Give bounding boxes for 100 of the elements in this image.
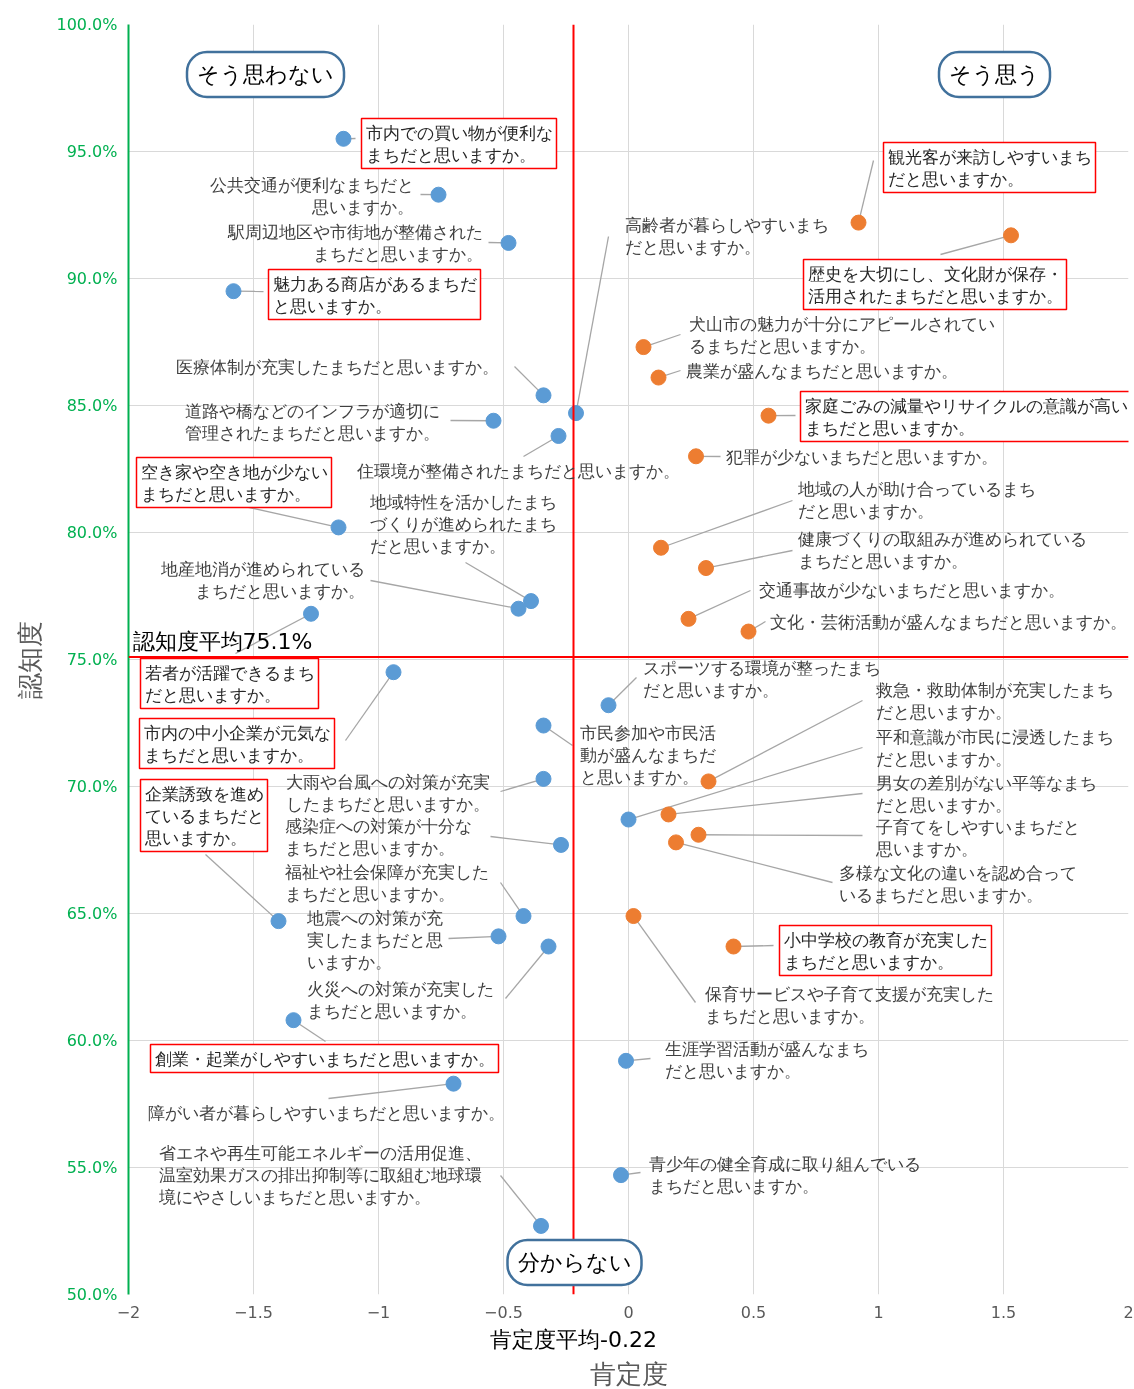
y-tick-label: 100.0% [56,15,118,34]
annotation: 医療体制が充実したまちだと思いますか。 [175,356,499,377]
x-tick-label: −2 [116,1302,141,1322]
point [533,1217,549,1234]
annotation: 感染症への対策が十分なまちだと思いますか。 [284,815,472,858]
point [650,369,667,386]
x-tick-label: 1.5 [990,1302,1017,1322]
point [550,427,567,444]
annotation: そう思わない [197,62,334,87]
annotation: 子育てをしやすいまちだと思いますか。 [874,816,1080,859]
annotation: 道路や橋などのインフラが適切に管理されたまちだと思いますか。 [184,400,440,443]
y-axis-title: 認知度 [15,620,46,699]
point [850,214,867,231]
annotation: 若者が活躍できるまちだと思いますか。 [144,662,315,705]
annotation: 男女の差別がない平等なまちだと思いますか。 [875,772,1097,815]
annotation: 市内の中小企業が元気なまちだと思いますか。 [143,722,331,765]
annotation: 火災への対策が充実したまちだと思いますか。 [306,978,494,1021]
point [698,560,714,577]
annotation: 生涯学習活動が盛んなまちだと思いますか。 [664,1038,869,1081]
point [620,811,637,828]
annotation: 大雨や台風への対策が充実したまちだと思いますか。 [285,771,490,814]
annotation: 犯罪が少ないまちだと思いますか。 [725,446,998,467]
y-tick-label: 90.0% [66,269,118,288]
y-tick-label: 65.0% [66,904,118,923]
y-tick-label: 55.0% [66,1158,118,1177]
annotation: 小中学校の教育が充実したまちだと思いますか。 [783,929,988,972]
point [225,283,242,300]
x-tick-label: 0 [623,1302,634,1322]
y-tick-label: 75.0% [66,650,118,669]
point [680,610,697,627]
annotation: 空き家や空き地が少ないまちだと思いますか。 [140,461,328,504]
point [535,770,552,787]
annotation: 農業が盛んなまちだと思いますか。 [685,360,958,381]
y-tick-label: 80.0% [66,523,118,542]
annotation: 平和意識が市民に浸透したまちだと思いますか。 [875,726,1114,769]
annotation: 魅力ある商店があるまちだと思いますか。 [272,273,477,316]
annotation: 省エネや再生可能エネルギーの活用促進、温室効果ガスの排出抑制等に取組む地球環境にやさしいまちだと思いますか。 [157,1142,482,1207]
x-tick-label: 0.5 [740,1302,767,1322]
annotation: 地域の人が助け合っているまちだと思いますか。 [796,478,1036,521]
annotation: 公共交通が便利なまちだと思いますか。 [209,174,414,217]
annotation: 健康づくりの取組みが進められているまちだと思いますか。 [797,528,1087,571]
y-tick-label: 85.0% [66,396,118,415]
y-tick-label: 95.0% [66,142,118,161]
ref-line-label: 認知度平均75.1% [132,628,313,654]
point [535,717,552,734]
x-tick-label: 2 [1123,1302,1134,1322]
annotation: そう思う [949,62,1040,87]
point [635,339,652,356]
point [490,928,507,945]
annotation: 福祉や社会保障が充実したまちだと思いますか。 [284,861,489,904]
annotation: 文化・芸術活動が盛んなまちだと思いますか。 [769,611,1127,632]
point [688,448,704,465]
point [668,834,684,851]
point [653,539,669,556]
point [540,938,557,955]
annotation: 観光客が来訪しやすいまちだと思いますか。 [887,146,1092,189]
point [330,519,347,536]
point [700,773,717,790]
y-tick-label: 50.0% [66,1285,118,1304]
annotation: 創業・起業がしやすいまちだと思いますか。 [154,1048,495,1069]
x-axis-title: 肯定度 [589,1358,668,1389]
annotation: 市民参加や市民活動が盛んなまちだと思いますか。 [579,722,716,787]
point [515,908,532,925]
annotation: 高齢者が暮らしやすいまちだと思いますか。 [624,214,829,257]
annotation: 交通事故が少ないまちだと思いますか。 [758,579,1065,600]
point [760,407,777,424]
point [485,412,502,429]
annotation: 障がい者が暮らしやすいまちだと思いますか。 [147,1102,505,1123]
annotation: 地震への対策が充実したまちだと思いますか。 [305,907,443,972]
ref-line-label: 肯定度平均-0.22 [490,1326,657,1352]
point [385,664,402,681]
annotation: 企業誘致を進めているまちだと思いますか。 [143,783,264,848]
point [523,593,539,610]
x-tick-label: −1 [366,1302,391,1322]
point [740,623,757,640]
point [270,913,287,930]
annotation: 地域特性を活かしたまちづくりが進められたまちだと思いますか。 [368,491,557,556]
x-tick-label: −0.5 [484,1302,523,1322]
point [625,908,642,925]
point [535,387,552,404]
point [725,938,742,955]
point [1003,227,1019,244]
annotation: 歴史を大切にし、文化財が保存・活用されたまちだと思いますか。 [807,263,1063,306]
annotation: 地産地消が進められているまちだと思いますか。 [159,558,365,601]
annotation: 分からない [517,1250,632,1275]
point [303,605,319,622]
point [600,697,617,714]
point [445,1075,462,1092]
annotation: 犬山市の魅力が十分にアピールされているまちだと思いますか。 [688,313,995,356]
point [500,234,517,251]
annotation: 駅周辺地区や市街地が整備されたまちだと思いますか。 [226,221,483,264]
x-tick-label: −1.5 [234,1302,273,1322]
point [613,1167,629,1184]
point [335,130,352,147]
annotation: 保育サービスや子育て支援が充実したまちだと思いますか。 [704,983,994,1026]
point [510,600,527,617]
x-tick-label: 1 [873,1302,884,1322]
y-tick-label: 70.0% [66,777,118,796]
point [618,1052,634,1069]
y-tick-label: 60.0% [66,1031,118,1050]
